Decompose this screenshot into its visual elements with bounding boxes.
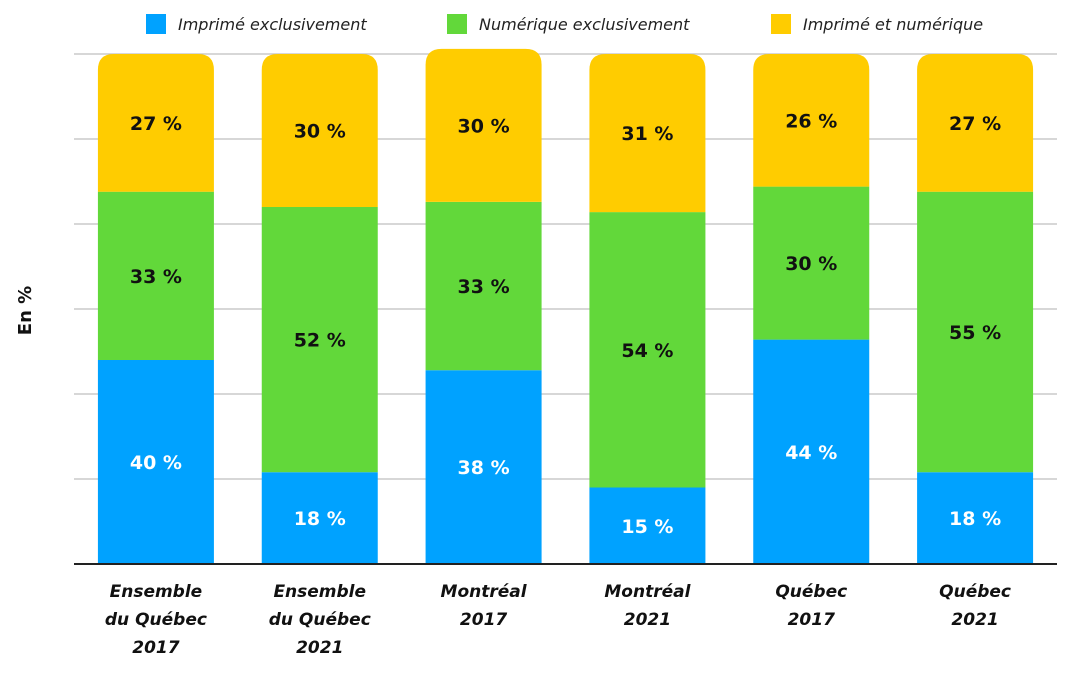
x-tick-label: Québec xyxy=(939,582,1011,602)
x-tick-label: 2017 xyxy=(788,610,835,630)
data-label: 18 % xyxy=(949,508,1001,530)
data-label: 31 % xyxy=(621,123,673,145)
x-tick-label: Montréal xyxy=(441,582,528,602)
data-label: 38 % xyxy=(458,457,510,479)
bar-segment xyxy=(97,54,214,192)
bar-segment xyxy=(425,201,542,371)
bar-segment xyxy=(425,48,542,202)
bar-segment xyxy=(97,360,214,564)
data-label: 54 % xyxy=(621,340,673,362)
data-label: 40 % xyxy=(130,452,182,474)
bar-segment xyxy=(425,370,542,564)
legend: Imprimé exclusivement Numérique exclusiv… xyxy=(0,10,1070,38)
data-label: 27 % xyxy=(130,113,182,135)
data-label: 33 % xyxy=(458,276,510,298)
bar-segment xyxy=(589,212,706,488)
legend-item-imprime: Imprimé exclusivement xyxy=(146,10,367,38)
bar-segment xyxy=(261,207,378,473)
data-label: 18 % xyxy=(294,508,346,530)
x-tick-label: 2021 xyxy=(624,610,671,630)
bar-segment xyxy=(589,54,706,213)
data-label: 27 % xyxy=(949,113,1001,135)
legend-swatch-numerique xyxy=(447,14,467,34)
legend-label-imprime-numerique: Imprimé et numérique xyxy=(803,14,984,34)
bar-segment xyxy=(261,472,378,564)
legend-swatch-imprime-numerique xyxy=(771,14,791,34)
bar-segment xyxy=(261,54,378,207)
data-label: 26 % xyxy=(785,110,837,132)
bar-segment xyxy=(753,186,870,340)
bar-segment xyxy=(917,191,1034,473)
legend-label-numerique: Numérique exclusivement xyxy=(479,14,690,34)
legend-item-numerique: Numérique exclusivement xyxy=(447,10,689,38)
bar-segment xyxy=(589,487,706,564)
x-tick-label: Ensemble xyxy=(110,582,203,602)
data-label: 52 % xyxy=(294,330,346,352)
bar-segment xyxy=(753,54,870,187)
data-label: 15 % xyxy=(621,516,673,538)
x-tick-label: Québec xyxy=(775,582,847,602)
data-label: 33 % xyxy=(130,266,182,288)
x-tick-label: Montréal xyxy=(604,582,691,602)
legend-label-imprime: Imprimé exclusivement xyxy=(178,14,367,34)
bar-segment xyxy=(753,339,870,564)
legend-swatch-imprime xyxy=(146,14,166,34)
x-tick-label: 2021 xyxy=(951,610,998,630)
bar-segment xyxy=(917,472,1034,564)
bar-segment xyxy=(917,54,1034,192)
x-tick-label: Ensemble xyxy=(273,582,366,602)
legend-item-imprime-numerique: Imprimé et numérique xyxy=(771,10,983,38)
x-tick-label: 2017 xyxy=(460,610,507,630)
x-tick-label: 2021 xyxy=(296,638,343,658)
data-label: 55 % xyxy=(949,322,1001,344)
data-label: 44 % xyxy=(785,442,837,464)
bar-segment xyxy=(97,191,214,360)
x-tick-label: du Québec xyxy=(269,610,371,630)
data-label: 30 % xyxy=(458,115,510,137)
x-tick-label: du Québec xyxy=(105,610,207,630)
x-tick-label: 2017 xyxy=(132,638,179,658)
data-label: 30 % xyxy=(785,253,837,275)
data-label: 30 % xyxy=(294,121,346,143)
